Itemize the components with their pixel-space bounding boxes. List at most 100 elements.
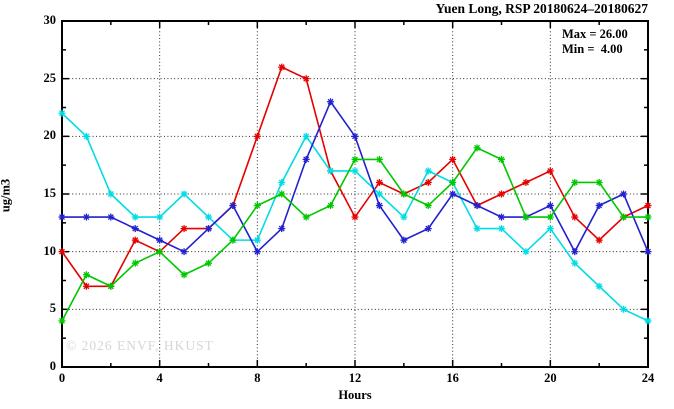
data-point — [571, 213, 579, 221]
x-tick-label: 4 — [156, 371, 163, 385]
data-point — [498, 190, 505, 198]
data-point — [522, 248, 530, 256]
data-point — [546, 225, 554, 233]
data-point — [278, 190, 286, 198]
data-point — [205, 259, 212, 267]
min-value-label: Min = 4.00 — [562, 41, 623, 56]
data-point — [205, 225, 212, 233]
x-tick-label: 0 — [58, 371, 66, 385]
data-point — [351, 132, 359, 140]
data-point — [424, 225, 432, 233]
y-tick-label: 5 — [49, 301, 56, 316]
y-tick-label: 15 — [43, 186, 57, 200]
data-point — [82, 213, 90, 221]
data-point — [278, 63, 286, 71]
y-tick-label: 25 — [43, 70, 57, 85]
x-axis-label: Hours — [338, 388, 372, 402]
data-point — [400, 190, 408, 198]
data-point — [595, 202, 603, 210]
data-point — [229, 202, 237, 210]
data-point — [302, 213, 310, 221]
data-point — [327, 167, 335, 175]
data-point — [278, 178, 286, 186]
data-point — [546, 202, 554, 210]
data-point — [302, 75, 310, 83]
data-point — [278, 225, 286, 233]
data-point — [156, 236, 164, 244]
watermark: © 2026 ENVF, HKUST — [66, 338, 214, 353]
data-point — [58, 317, 66, 325]
data-point — [131, 236, 139, 244]
series-green-markers — [58, 144, 652, 325]
data-point — [327, 202, 335, 210]
series-blue — [58, 98, 652, 256]
series-blue-markers — [58, 98, 652, 256]
data-point — [400, 236, 408, 244]
data-point — [375, 178, 383, 186]
y-tick-label: 10 — [43, 243, 57, 258]
data-point — [644, 248, 652, 256]
data-point — [351, 167, 359, 175]
data-point — [644, 317, 652, 325]
data-point — [620, 190, 628, 198]
data-point — [620, 305, 628, 313]
data-point — [156, 248, 164, 256]
data-point — [522, 213, 530, 221]
data-point — [498, 213, 505, 221]
data-point — [58, 248, 66, 256]
data-point — [473, 144, 481, 152]
data-point — [375, 190, 383, 198]
data-point — [229, 236, 237, 244]
data-point — [131, 225, 139, 233]
data-point — [107, 190, 115, 198]
x-tick-label: 20 — [544, 371, 557, 385]
data-point — [595, 236, 603, 244]
data-point — [424, 178, 432, 186]
data-point — [546, 213, 554, 221]
data-point — [180, 248, 188, 256]
data-point — [644, 202, 652, 210]
data-point — [107, 213, 115, 221]
data-point — [82, 282, 90, 290]
data-point — [620, 213, 628, 221]
data-point — [180, 190, 188, 198]
data-point — [253, 132, 261, 140]
y-tick-label: 30 — [43, 13, 57, 27]
data-point — [449, 190, 457, 198]
y-tick-label: 20 — [43, 128, 57, 143]
data-point — [82, 271, 90, 279]
data-point — [449, 178, 457, 186]
x-tick-label: 24 — [641, 371, 655, 385]
data-point — [180, 225, 188, 233]
data-point — [473, 202, 481, 210]
data-point — [498, 225, 505, 233]
data-point — [375, 202, 383, 210]
data-point — [131, 259, 139, 267]
chart-title: Yuen Long, RSP 20180624–20180627 — [435, 1, 648, 16]
y-tick-label: 0 — [49, 359, 56, 373]
y-axis-label: ug/m3 — [0, 178, 13, 213]
data-point — [131, 213, 139, 221]
data-point — [156, 213, 164, 221]
data-point — [571, 248, 579, 256]
data-point — [522, 178, 530, 186]
data-point — [424, 167, 432, 175]
data-point — [82, 132, 90, 140]
data-point — [107, 282, 115, 290]
data-point — [302, 155, 310, 163]
data-point — [253, 236, 261, 244]
data-point — [58, 109, 66, 117]
data-point — [571, 259, 579, 267]
axis-ticks — [61, 20, 649, 368]
max-value-label: Max = 26.00 — [562, 27, 628, 41]
x-tick-label: 8 — [254, 371, 261, 385]
data-point — [424, 202, 432, 210]
data-point — [375, 155, 383, 163]
data-point — [449, 155, 457, 163]
x-tick-label: 16 — [446, 371, 459, 385]
gridlines — [62, 21, 648, 367]
data-point — [205, 213, 212, 221]
data-point — [327, 98, 335, 106]
